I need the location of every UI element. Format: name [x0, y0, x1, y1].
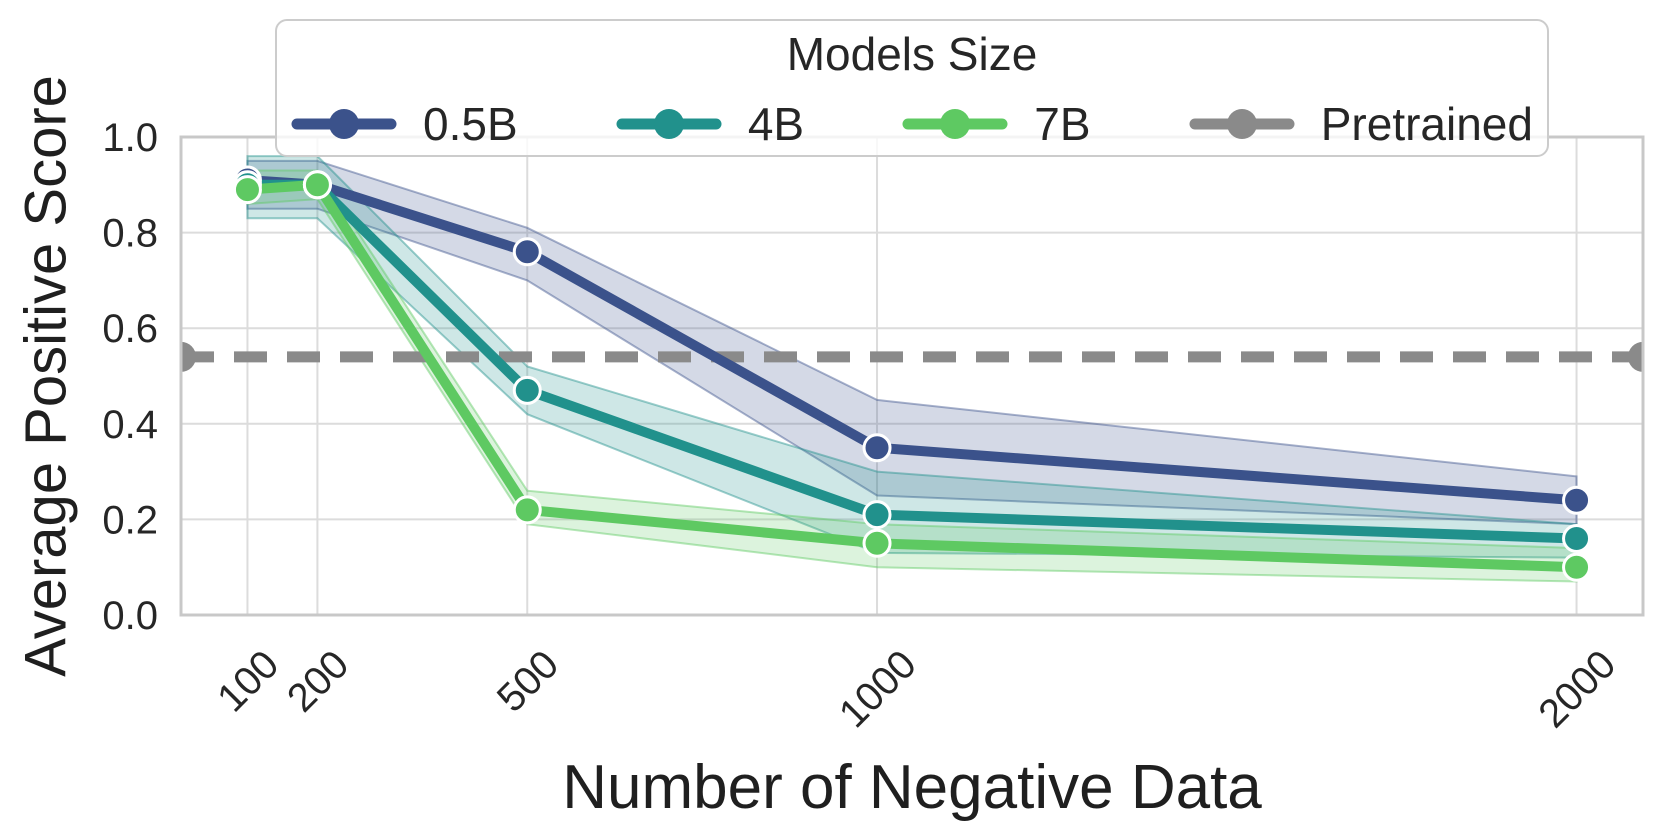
legend-item-Pretrained: Pretrained	[1189, 101, 1533, 147]
data-point-0.5B-500	[512, 237, 542, 267]
x-tick-label: 100	[209, 642, 287, 720]
legend-label: 0.5B	[423, 98, 518, 150]
data-point-7B-500	[512, 495, 542, 525]
legend-item-0.5B: 0.5B	[291, 101, 518, 147]
y-tick-label: 0.8	[102, 212, 158, 256]
x-tick-label: 1000	[831, 642, 925, 736]
data-point-4B-1000	[862, 500, 892, 530]
legend-item-7B: 7B	[902, 98, 1091, 150]
data-point-4B-2000	[1562, 524, 1592, 554]
data-point-0.5B-1000	[862, 433, 892, 463]
legend: Models Size 0.5B 4B 7B Pretrained	[275, 19, 1549, 157]
data-point-0.5B-2000	[1562, 485, 1592, 515]
legend-marker-icon	[616, 109, 722, 139]
y-tick-label: 0.6	[102, 307, 158, 351]
legend-marker-icon	[1189, 109, 1295, 139]
confidence-band-0.5B	[246, 159, 1578, 526]
data-point-4B-500	[512, 375, 542, 405]
pretrained-right-marker	[1628, 341, 1643, 372]
data-point-7B-200	[302, 170, 332, 200]
legend-item-4B: 4B	[616, 101, 804, 147]
x-tick-label: 200	[279, 642, 357, 720]
legend-label: 7B	[1034, 98, 1091, 150]
y-tick-label: 0.0	[102, 594, 158, 638]
y-tick-label: 1.0	[102, 116, 158, 160]
pretrained-baseline	[181, 341, 1643, 372]
x-tick-label: 500	[489, 642, 567, 720]
data-point-7B-100	[232, 175, 262, 205]
x-axis-label: Number of Negative Data	[562, 753, 1262, 822]
y-axis-label: Average Positive Score	[13, 75, 79, 677]
data-point-7B-1000	[862, 528, 892, 558]
data-point-7B-2000	[1562, 552, 1592, 582]
legend-marker-icon	[902, 109, 1008, 139]
legend-label: 4B	[747, 98, 805, 150]
legend-label: Pretrained	[1320, 98, 1533, 150]
legend-marker-icon	[291, 109, 397, 139]
legend-title: Models Size	[786, 28, 1038, 80]
y-tick-label: 0.4	[102, 403, 158, 447]
y-tick-label: 0.2	[102, 498, 158, 542]
x-tick-label: 2000	[1530, 642, 1624, 736]
legend-items: 0.5B 4B 7B Pretrained	[277, 101, 1547, 147]
pretrained-left-marker	[181, 341, 196, 372]
